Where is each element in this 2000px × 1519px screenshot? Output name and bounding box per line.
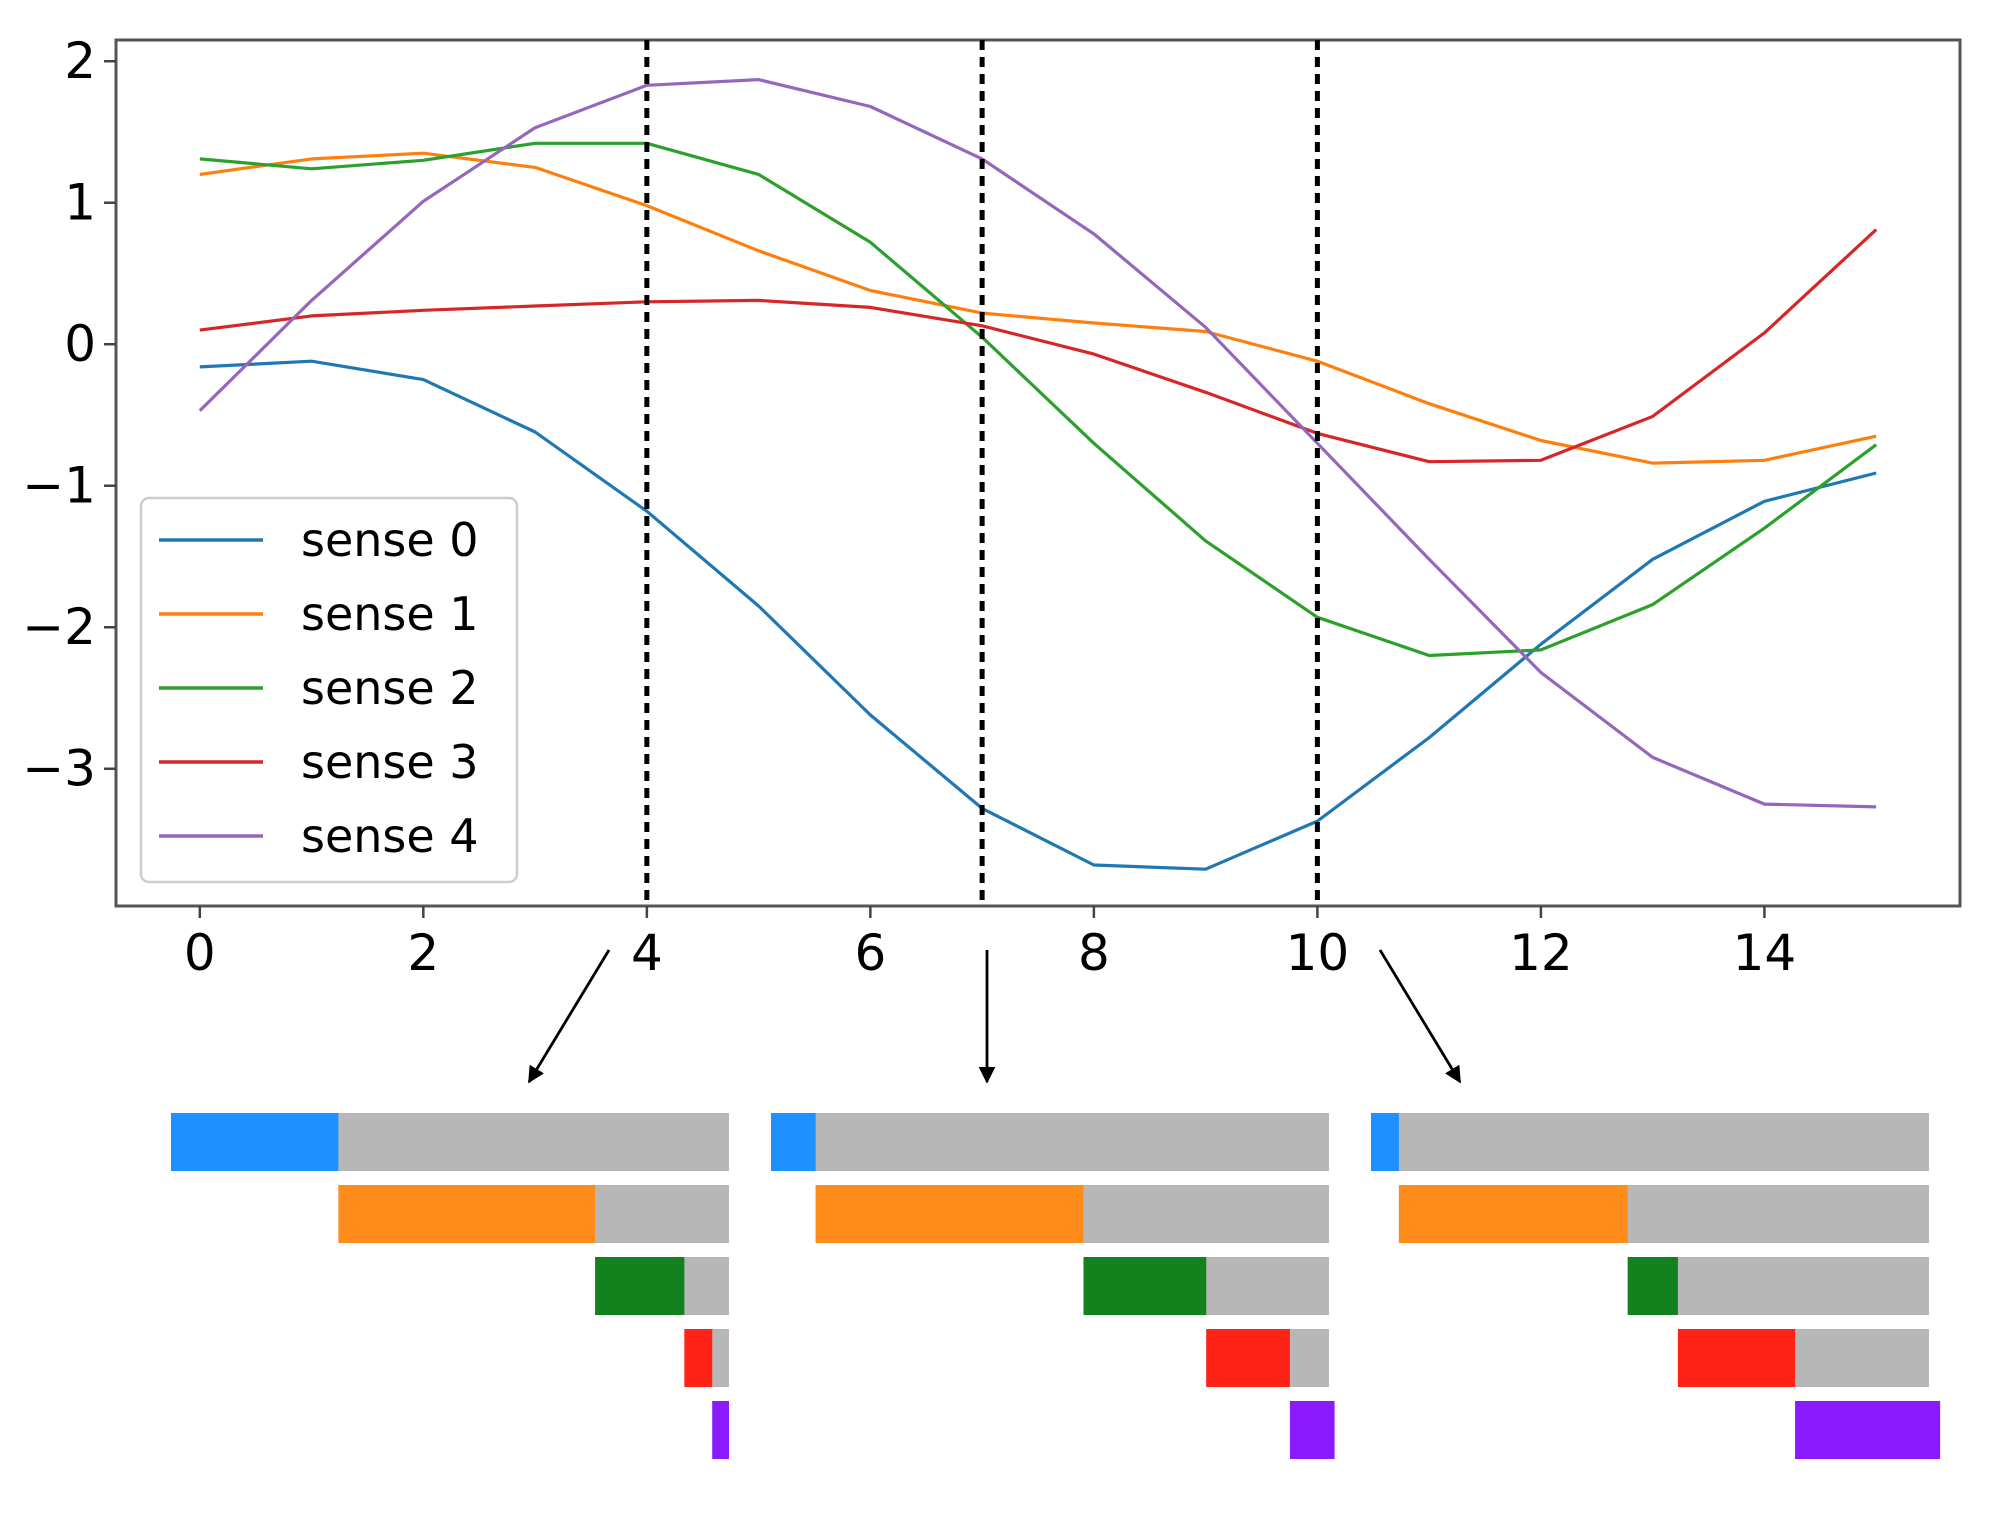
arrow [1378,949,1462,1084]
bar-panel-1 [771,1113,1335,1459]
x-tick-label: 10 [1286,924,1350,982]
x-tick-label: 0 [184,924,216,982]
prob-bar-sense-4 [1289,1401,1335,1459]
prob-bar-sense-0 [771,1113,816,1171]
probability-bar-panels [171,1113,1941,1459]
y-tick-label: 2 [64,32,96,90]
series-line-sense-4 [198,77,1877,809]
legend-label: sense 1 [301,587,479,641]
prob-bar-sense-3 [1206,1329,1290,1387]
remaining-bar [771,1113,1329,1171]
arrow [527,949,611,1084]
series-line-sense-0 [199,359,1877,871]
prob-bar-sense-0 [171,1113,339,1171]
legend-label: sense 3 [301,735,479,789]
prob-bar-sense-4 [712,1401,729,1459]
prob-bar-sense-1 [338,1185,596,1243]
prob-bar-sense-1 [1398,1185,1628,1243]
x-tick-label: 8 [1078,924,1110,982]
series-line-sense-3 [199,228,1878,464]
y-tick-label: −2 [22,598,96,656]
bar-panel-2 [1371,1113,1941,1459]
x-tick-label: 12 [1509,924,1573,982]
bar-panel-0 [171,1113,729,1459]
prob-bar-sense-1 [815,1185,1084,1243]
x-tick-label: 2 [407,924,439,982]
x-tick-label: 6 [854,924,886,982]
series-line-sense-1 [199,151,1877,465]
x-tick-label: 4 [631,924,663,982]
series-line-sense-2 [199,141,1878,658]
arrows [527,949,1462,1084]
prob-bar-sense-0 [1371,1113,1399,1171]
legend-label: sense 0 [301,513,479,567]
prob-bar-sense-3 [1677,1329,1796,1387]
prob-bar-sense-2 [1083,1257,1207,1315]
prob-bar-sense-2 [595,1257,685,1315]
y-tick-label: 1 [64,174,96,232]
prob-bar-sense-4 [1795,1401,1941,1459]
x-tick-label: 14 [1733,924,1797,982]
prob-bar-sense-2 [1627,1257,1678,1315]
prob-bar-sense-3 [684,1329,713,1387]
y-tick-label: −1 [22,457,96,515]
remaining-bar [1371,1113,1929,1171]
legend-box [139,496,519,884]
legend-label: sense 2 [301,661,479,715]
y-tick-label: −3 [22,740,96,798]
y-tick-label: 0 [64,315,96,373]
legend-label: sense 4 [301,809,479,863]
